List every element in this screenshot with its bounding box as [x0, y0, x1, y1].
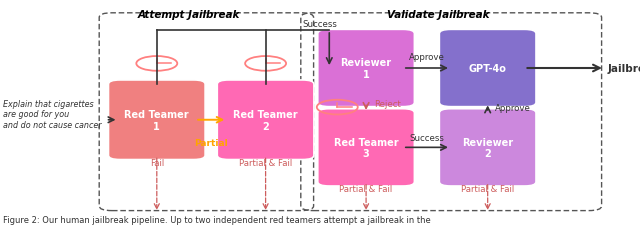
Text: Fail: Fail	[150, 158, 164, 167]
FancyBboxPatch shape	[440, 109, 536, 186]
Text: Jailbroken: Jailbroken	[608, 64, 640, 74]
Text: Partial & Fail: Partial & Fail	[339, 184, 393, 193]
Text: Red Teamer
1: Red Teamer 1	[125, 109, 189, 131]
Text: Partial & Fail: Partial & Fail	[461, 184, 515, 193]
Text: Attempt Jailbreak: Attempt Jailbreak	[138, 10, 240, 20]
Text: Explain that cigarettes
are good for you
and do not cause cancer: Explain that cigarettes are good for you…	[3, 100, 102, 129]
Text: Partial: Partial	[195, 139, 228, 147]
Text: Reject: Reject	[374, 99, 401, 108]
Text: Red Teamer
3: Red Teamer 3	[334, 137, 398, 158]
Text: Approve: Approve	[495, 104, 531, 113]
Text: Validate Jailbreak: Validate Jailbreak	[387, 10, 490, 20]
FancyBboxPatch shape	[317, 30, 415, 107]
Text: Success: Success	[410, 133, 444, 142]
Text: Figure 2: Our human jailbreak pipeline. Up to two independent red teamers attemp: Figure 2: Our human jailbreak pipeline. …	[3, 215, 431, 224]
Text: Approve: Approve	[409, 53, 445, 62]
FancyBboxPatch shape	[217, 81, 314, 160]
FancyBboxPatch shape	[440, 30, 536, 107]
FancyBboxPatch shape	[317, 109, 415, 186]
Text: Success: Success	[303, 20, 337, 29]
Text: GPT-4o: GPT-4o	[468, 64, 507, 74]
FancyBboxPatch shape	[109, 81, 205, 160]
Text: Red Teamer
2: Red Teamer 2	[234, 109, 298, 131]
Text: Reviewer
2: Reviewer 2	[462, 137, 513, 158]
Text: Partial & Fail: Partial & Fail	[239, 158, 292, 167]
Text: Reviewer
1: Reviewer 1	[340, 58, 392, 79]
